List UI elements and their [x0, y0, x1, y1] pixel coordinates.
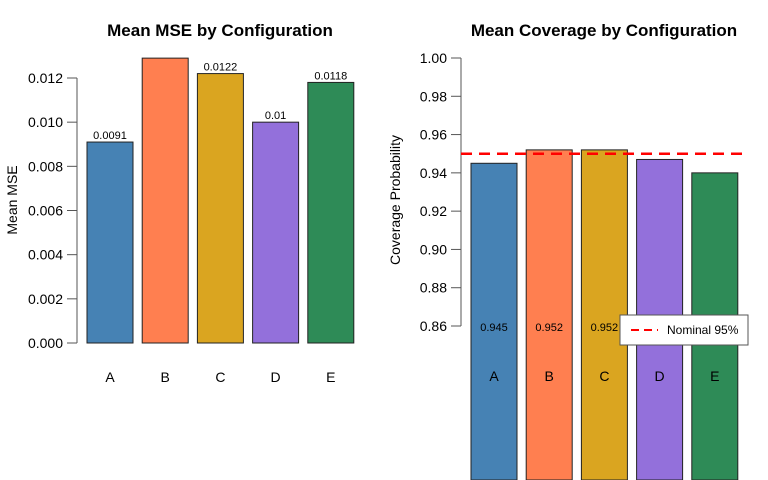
y-tick-label: 1.00: [420, 50, 447, 66]
y-tick-label: 0.88: [420, 280, 447, 296]
bar-value-label: 0.945: [480, 322, 508, 334]
x-category-label: C: [599, 368, 609, 384]
y-tick-label: 0.012: [28, 70, 63, 86]
mse-bars: 0.0091 A B 0.0122 C 0.01 D 0.0118 E: [86, 57, 355, 385]
mse-chart-title: Mean MSE by Configuration: [107, 21, 333, 40]
y-tick-label: 0.92: [420, 203, 447, 219]
legend-label: Nominal 95%: [667, 323, 739, 337]
bar-B: [141, 57, 189, 344]
bar-value-label: 0.952: [591, 322, 619, 334]
y-tick-label: 0.006: [28, 203, 63, 219]
y-tick-label: 0.008: [28, 158, 63, 174]
bar-B: [525, 149, 573, 480]
coverage-y-axis: 0.86 0.88 0.90 0.92 0.94 0.96 0.98 1.00: [420, 50, 462, 334]
mse-chart: Mean MSE by Configuration Mean MSE 0.000…: [4, 21, 355, 385]
bar-value-label: 0.952: [535, 322, 563, 334]
bar-D: [252, 121, 300, 344]
coverage-chart-title: Mean Coverage by Configuration: [471, 21, 737, 40]
bar-C: [196, 73, 244, 344]
mse-y-axis: 0.000 0.002 0.004 0.006 0.008 0.010 0.012: [28, 70, 78, 351]
bar-A: [86, 141, 134, 344]
coverage-legend: Nominal 95%: [619, 314, 749, 346]
y-tick-label: 0.86: [420, 318, 447, 334]
coverage-y-axis-label: Coverage Probability: [387, 135, 403, 265]
x-category-label: D: [655, 368, 665, 384]
x-category-label: C: [215, 369, 225, 385]
bar-A: [470, 162, 518, 480]
x-category-label: A: [105, 369, 115, 385]
y-tick-label: 0.96: [420, 127, 447, 143]
x-category-label: A: [489, 368, 499, 384]
bar-value-label: 0.0118: [314, 70, 347, 82]
y-tick-label: 0.90: [420, 241, 447, 257]
y-tick-label: 0.004: [28, 247, 63, 263]
bar-value-label: 0.0091: [93, 130, 127, 142]
y-tick-label: 0.002: [28, 291, 63, 307]
bar-E: [307, 81, 355, 344]
y-tick-label: 0.000: [28, 335, 63, 351]
x-category-label: E: [326, 369, 335, 385]
bar-value-label: 0.01: [265, 110, 286, 122]
mse-y-axis-label: Mean MSE: [4, 165, 20, 234]
y-tick-label: 0.94: [420, 165, 447, 181]
x-category-label: B: [545, 368, 554, 384]
coverage-chart: Mean Coverage by Configuration Coverage …: [387, 21, 748, 480]
bar-value-label: 0.0122: [204, 62, 238, 74]
x-category-label: B: [161, 369, 170, 385]
x-category-label: D: [271, 369, 281, 385]
x-category-label: E: [710, 368, 719, 384]
y-tick-label: 0.010: [28, 114, 63, 130]
legend-box: [619, 314, 749, 346]
y-tick-label: 0.98: [420, 88, 447, 104]
